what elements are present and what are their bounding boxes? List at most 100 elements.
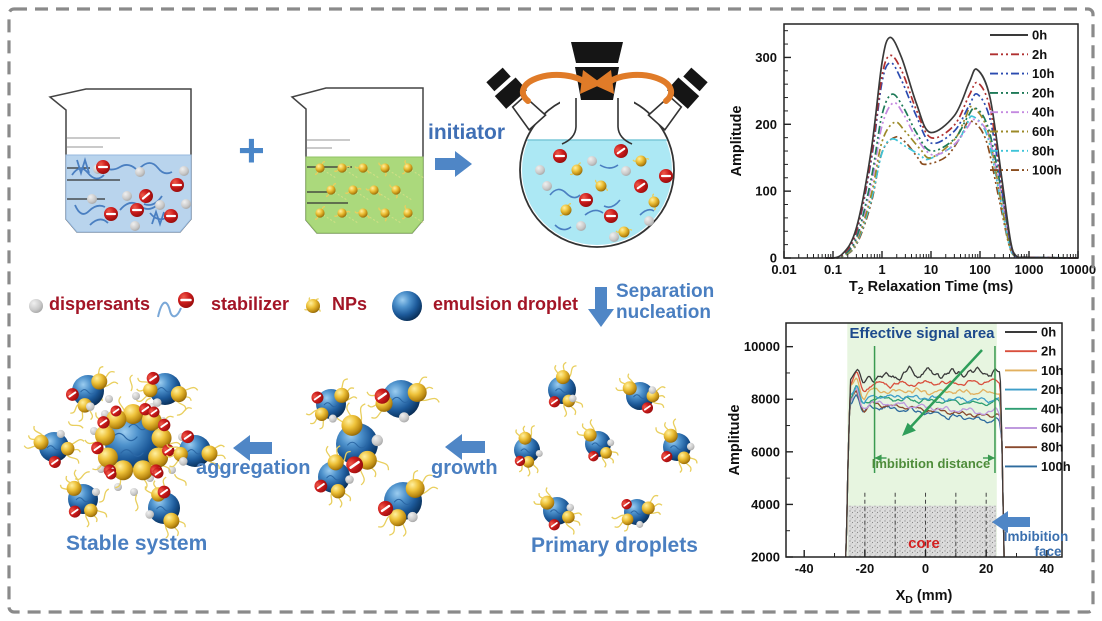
np-particle	[663, 428, 678, 443]
stabilizer-particle	[659, 169, 673, 183]
np-particle	[621, 513, 634, 526]
stabilizer-particle	[164, 209, 178, 223]
stabilizer-particle	[579, 193, 593, 207]
np-particle	[163, 512, 180, 529]
x-axis-title: T2 Relaxation Time (ms)	[849, 279, 1013, 297]
np-particle	[358, 208, 368, 218]
annotation-label: Imbibition distance	[872, 456, 990, 471]
tick-label: 20h	[1041, 382, 1063, 397]
np-particle	[91, 373, 108, 390]
np-particle	[403, 208, 413, 218]
dispersant-particle	[345, 475, 354, 484]
annotation-label: Effective signal area	[849, 325, 995, 342]
np-particle	[132, 460, 153, 481]
np-particle	[518, 431, 532, 445]
dispersant-particle	[145, 510, 155, 519]
emulsion-droplet	[59, 469, 108, 528]
stabilizer-particle	[104, 207, 118, 221]
np-particle	[113, 460, 134, 481]
down-arrow-icon	[588, 287, 614, 327]
dispersant-particle	[91, 487, 100, 497]
np-particle	[648, 196, 660, 208]
dispersant-particle	[178, 457, 188, 466]
tick-label: 1000	[1015, 262, 1044, 277]
emulsion-droplet-icon	[392, 291, 422, 321]
tick-label: 100	[969, 262, 991, 277]
tick-label: 40h	[1032, 105, 1054, 120]
tick-label: 100h	[1032, 163, 1062, 178]
np-particle	[635, 155, 647, 167]
tick-label: 10	[924, 262, 938, 277]
np-particle	[583, 428, 597, 442]
stabilizer-particle	[96, 160, 110, 174]
beaker-nps	[290, 87, 425, 234]
np-particle	[326, 185, 336, 195]
tick-label: 2000	[751, 550, 780, 565]
chart-legend: 0h 2h 10h 20h 40h 60h 80h 100h	[1005, 325, 1071, 474]
stabilizer-icon	[157, 301, 182, 318]
right-arrow-icon	[435, 151, 472, 177]
tick-label: 0.01	[771, 262, 796, 277]
tick-label: 0h	[1032, 28, 1047, 43]
np-particle	[337, 208, 347, 218]
np-particle	[84, 503, 98, 518]
legend-emulsion-droplet-label: emulsion droplet	[433, 294, 579, 314]
dispersant-particle	[328, 414, 337, 423]
np-particle	[622, 381, 637, 396]
tick-label: -40	[795, 561, 814, 576]
tick-label: 100h	[1041, 459, 1071, 474]
annotation-label: face	[1034, 544, 1062, 559]
dispersant-particle	[152, 398, 162, 407]
dispersant-particle	[621, 166, 631, 176]
tick-label: 60h	[1041, 421, 1063, 436]
np-particle	[391, 185, 401, 195]
np-particle	[600, 446, 612, 459]
tick-label: 0h	[1041, 325, 1056, 340]
legend-dispersants-label: dispersants	[49, 294, 151, 314]
dispersant-particle	[587, 156, 597, 166]
tick-label: 60h	[1032, 124, 1054, 139]
tick-label: 0	[922, 561, 929, 576]
emulsion-droplet	[611, 494, 663, 532]
tick-label: 2h	[1041, 344, 1056, 359]
np-particle	[562, 510, 575, 524]
plus-sign: +	[238, 124, 265, 176]
stabilizer-particle	[604, 209, 618, 223]
tick-label: 80h	[1032, 143, 1054, 158]
primary-droplets-label: Primary droplets	[531, 534, 698, 557]
tick-label: 4000	[751, 497, 780, 512]
np-particle	[571, 164, 583, 176]
dispersant-particle	[181, 199, 191, 209]
np-particle	[560, 204, 572, 216]
emulsion-droplet	[366, 376, 440, 423]
separation-label-line2: nucleation	[616, 302, 712, 323]
np-hair	[129, 374, 134, 392]
np-hair	[176, 407, 193, 416]
np-particle	[641, 501, 655, 515]
np-particle	[143, 382, 158, 398]
emulsion-droplet	[548, 361, 584, 418]
y-axis-title: Amplitude	[727, 405, 743, 476]
np-hair	[134, 494, 139, 512]
primary-droplets-cluster	[514, 361, 698, 535]
np-particle	[555, 370, 570, 385]
t2-relaxation-chart: 0 100 200 300 0.01 0.1 1 10 100 1000 10000 T2 Relax…	[724, 8, 1102, 306]
dispersant-particle	[686, 442, 695, 451]
np-particle	[334, 387, 350, 403]
np-particle	[306, 299, 320, 313]
tick-label: 200	[755, 117, 777, 132]
tick-label: -20	[855, 561, 874, 576]
aggregation-label: aggregation	[196, 457, 311, 479]
dispersant-particle	[566, 503, 575, 512]
dispersant-particle	[87, 194, 97, 204]
tick-label: 0.1	[824, 262, 842, 277]
np-particle	[66, 480, 82, 496]
emulsion-droplet	[655, 418, 698, 474]
emulsion-droplet	[514, 424, 543, 477]
np-particle	[405, 478, 425, 498]
growth-label: growth	[431, 457, 498, 479]
np-particle	[348, 185, 358, 195]
stable-system-cluster	[23, 366, 226, 539]
dispersant-particle	[576, 221, 586, 231]
